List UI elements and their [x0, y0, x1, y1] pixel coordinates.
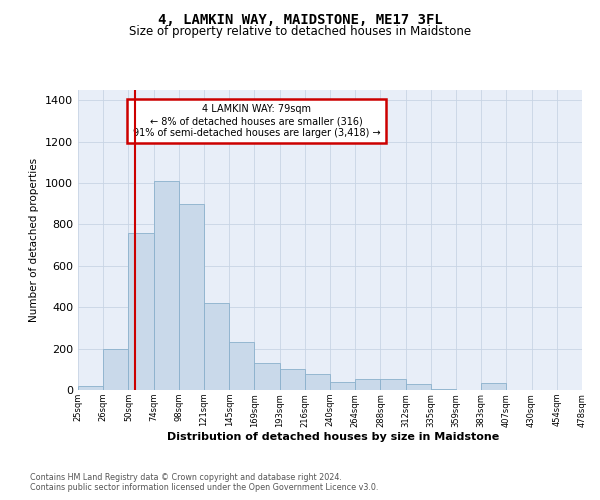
Bar — [78, 386, 103, 390]
Bar — [380, 378, 406, 390]
Text: Contains HM Land Registry data © Crown copyright and database right 2024.: Contains HM Land Registry data © Crown c… — [30, 472, 342, 482]
Bar — [431, 389, 456, 390]
Bar — [406, 384, 431, 390]
Text: Contains public sector information licensed under the Open Government Licence v3: Contains public sector information licen… — [30, 482, 379, 492]
Bar — [280, 370, 305, 390]
Bar — [254, 363, 280, 390]
Bar — [179, 204, 204, 390]
Bar — [229, 342, 254, 390]
Bar — [103, 348, 128, 390]
Text: Size of property relative to detached houses in Maidstone: Size of property relative to detached ho… — [129, 25, 471, 38]
Y-axis label: Number of detached properties: Number of detached properties — [29, 158, 40, 322]
Text: Distribution of detached houses by size in Maidstone: Distribution of detached houses by size … — [167, 432, 499, 442]
Bar — [330, 382, 355, 390]
Text: 4 LAMKIN WAY: 79sqm
← 8% of detached houses are smaller (316)
91% of semi-detach: 4 LAMKIN WAY: 79sqm ← 8% of detached hou… — [133, 104, 380, 138]
Text: 4, LAMKIN WAY, MAIDSTONE, ME17 3FL: 4, LAMKIN WAY, MAIDSTONE, ME17 3FL — [158, 12, 442, 26]
Bar — [355, 378, 380, 390]
Bar — [204, 303, 229, 390]
Bar — [481, 383, 506, 390]
Bar — [154, 181, 179, 390]
Bar — [128, 233, 154, 390]
Bar — [305, 374, 330, 390]
